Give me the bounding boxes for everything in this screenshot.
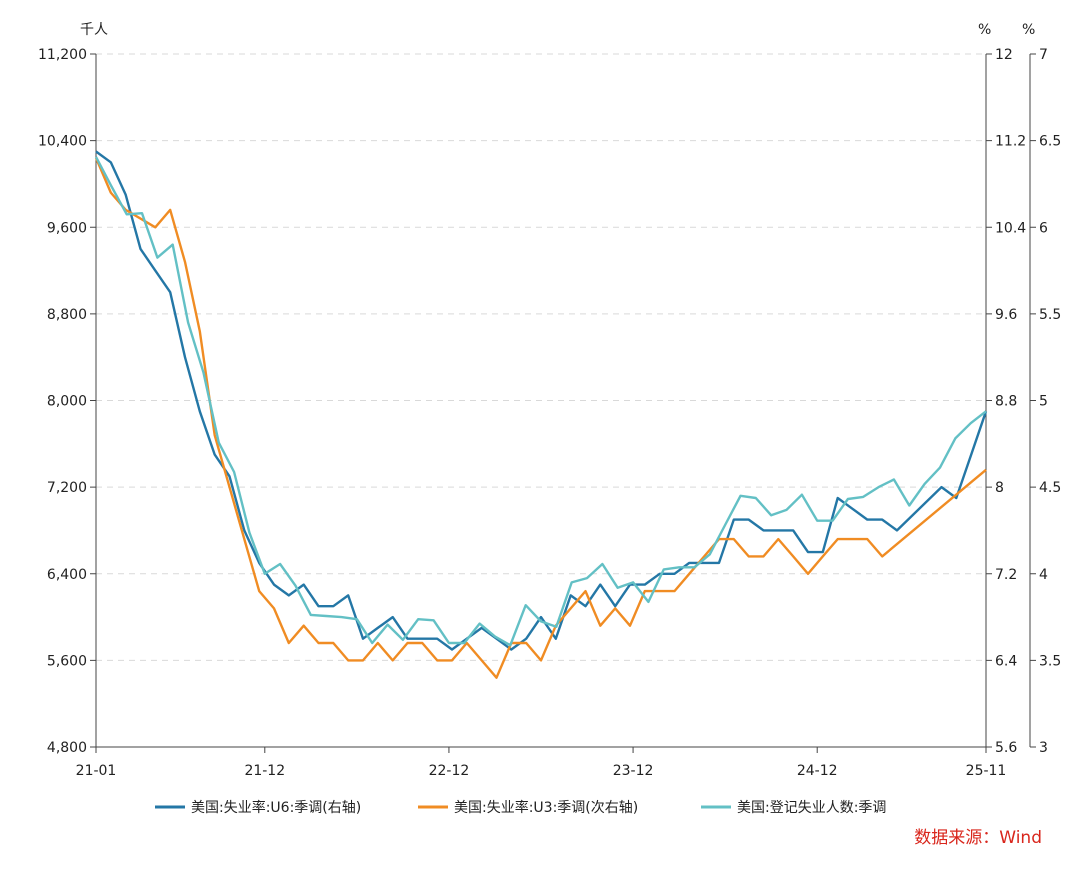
right-tick-label: 10.4 bbox=[995, 220, 1026, 236]
right2-tick-label: 3.5 bbox=[1039, 653, 1061, 669]
left-tick-label: 5,600 bbox=[47, 653, 87, 669]
right-tick-label: 11.2 bbox=[995, 134, 1026, 150]
series-line-1 bbox=[95, 150, 988, 651]
right-tick-label: 9.6 bbox=[995, 307, 1017, 323]
legend-label-2: 美国:失业率:U3:季调(次右轴) bbox=[454, 799, 638, 816]
x-tick-label: 22-12 bbox=[429, 763, 470, 779]
right-tick-label: 12 bbox=[995, 47, 1013, 63]
right-tick-label: 5.6 bbox=[995, 740, 1017, 756]
right2-tick-label: 5.5 bbox=[1039, 307, 1061, 323]
right2-tick-label: 6 bbox=[1039, 220, 1048, 236]
gridlines bbox=[96, 53, 986, 661]
x-tick-label: 21-01 bbox=[76, 763, 117, 779]
left-tick-label: 9,600 bbox=[47, 220, 87, 236]
x-tick-label: 21-12 bbox=[244, 763, 285, 779]
left-tick-label: 8,000 bbox=[47, 394, 87, 410]
legend-label-1: 美国:失业率:U6:季调(右轴) bbox=[191, 799, 361, 816]
right2-tick-label: 6.5 bbox=[1039, 134, 1061, 150]
left-tick-label: 7,200 bbox=[47, 480, 87, 496]
legend-label-3: 美国:登记失业人数:季调 bbox=[737, 800, 886, 816]
source-note: 数据来源：Wind bbox=[914, 828, 1042, 848]
right2-tick-label: 3 bbox=[1039, 740, 1048, 756]
left-tick-label: 8,800 bbox=[47, 307, 87, 323]
series-line-2 bbox=[94, 157, 987, 679]
right2-tick-label: 5 bbox=[1039, 394, 1048, 410]
x-tick-label: 25-11 bbox=[966, 763, 1007, 779]
right-tick-label: 8.8 bbox=[995, 394, 1017, 410]
right-tick-label: 7.2 bbox=[995, 567, 1017, 583]
left-axis-unit: 千人 bbox=[80, 22, 108, 38]
left-tick-label: 4,800 bbox=[47, 740, 87, 756]
right2-tick-label: 4.5 bbox=[1039, 480, 1061, 496]
left-tick-label: 6,400 bbox=[47, 567, 87, 583]
right2-tick-label: 4 bbox=[1039, 567, 1048, 583]
axes: 11,200 10,400 9,600 8,800 8,000 7,200 6,400 5,6… bbox=[38, 47, 1061, 779]
legend: 美国:失业率:U6:季调(右轴) 美国:失业率:U3:季调(次右轴) 美国:登记失业… bbox=[155, 799, 886, 816]
left-tick-label: 10,400 bbox=[38, 134, 87, 150]
right-axis-unit: % bbox=[978, 22, 991, 38]
right2-tick-label: 7 bbox=[1039, 47, 1048, 63]
series-line-3 bbox=[94, 156, 987, 647]
left-tick-label: 11,200 bbox=[38, 47, 87, 63]
x-tick-label: 23-12 bbox=[613, 763, 654, 779]
right-tick-label: 6.4 bbox=[995, 653, 1017, 669]
x-tick-label: 24-12 bbox=[797, 763, 838, 779]
right-tick-label: 8 bbox=[995, 480, 1004, 496]
right2-axis-unit: % bbox=[1022, 22, 1035, 38]
series-lines bbox=[94, 150, 988, 679]
